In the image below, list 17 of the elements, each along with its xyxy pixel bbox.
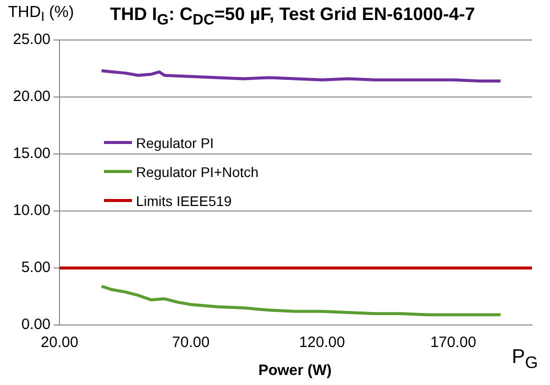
x-tick-label: 20.00: [40, 334, 78, 352]
y-tick-label: 25.00: [12, 31, 51, 48]
chart-title: THD I$_{G}$: C$_{DC}$=50 µF, Test Grid EN-61000-4-7: [110, 4, 475, 29]
y-tick-label: 10.00: [12, 202, 51, 220]
legend-label: Regulator PI+Notch: [136, 164, 259, 180]
y-tick-label: 5.00: [21, 259, 51, 276]
legend-label: Limits IEEE519: [136, 192, 232, 208]
y-axis-title: THD$_{I}$ (%): [8, 4, 74, 24]
y-tick-label: 0.00: [21, 316, 51, 334]
y-tick-label: 20.00: [12, 88, 51, 106]
x-tick-label: 120.00: [299, 334, 345, 352]
legend-label: Regulator PI: [136, 134, 214, 150]
text: P$_{G}$: [512, 346, 538, 373]
x-tick-label: 70.00: [172, 334, 210, 352]
x-tick-label: 170.00: [430, 334, 476, 352]
x-axis-title: Power (W): [258, 362, 332, 379]
y-tick-label: 15.00: [12, 145, 51, 162]
